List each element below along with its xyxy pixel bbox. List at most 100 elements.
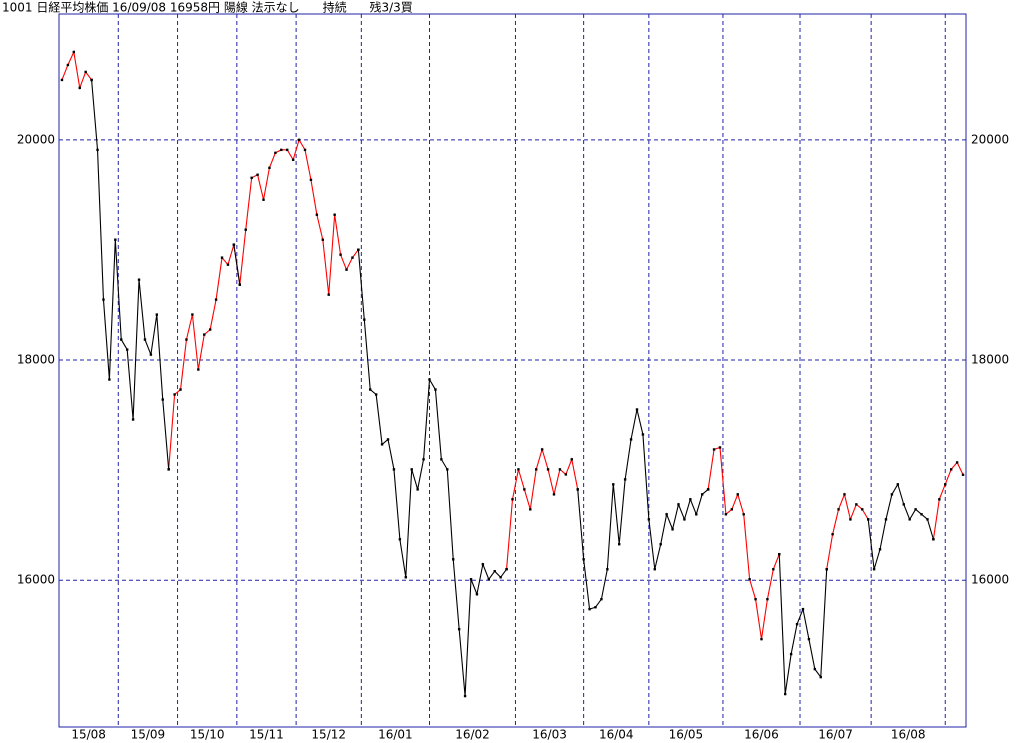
data-point <box>795 622 799 626</box>
data-point <box>849 518 852 521</box>
data-point <box>576 488 579 491</box>
data-point <box>659 543 662 546</box>
data-point <box>102 298 105 301</box>
data-point <box>742 513 745 516</box>
data-point <box>137 278 141 281</box>
data-point <box>380 443 384 446</box>
data-point <box>369 388 372 391</box>
data-point <box>440 458 443 461</box>
data-point <box>493 570 496 573</box>
data-point <box>932 538 935 541</box>
data-point <box>825 568 828 571</box>
data-point <box>125 348 129 351</box>
data-point <box>896 483 900 486</box>
data-point <box>902 503 905 506</box>
data-point <box>84 70 87 74</box>
data-point <box>594 606 597 609</box>
data-point <box>677 503 680 506</box>
data-point <box>618 543 621 546</box>
data-point <box>232 243 236 246</box>
data-point <box>149 353 153 356</box>
data-point <box>327 293 330 296</box>
data-point <box>866 518 870 521</box>
data-point <box>523 488 526 491</box>
y-tick-label-right: 16000 <box>971 573 1009 587</box>
data-point <box>612 483 615 486</box>
data-point <box>309 178 313 182</box>
data-point <box>535 468 538 471</box>
data-point <box>469 578 473 581</box>
data-point <box>564 473 568 476</box>
data-point <box>78 86 81 90</box>
data-point <box>191 313 194 316</box>
data-point <box>457 627 461 631</box>
data-point <box>813 667 817 671</box>
data-point <box>730 508 734 511</box>
data-point <box>256 173 259 176</box>
data-point <box>286 148 289 152</box>
data-point <box>914 508 917 511</box>
data-point <box>167 468 170 471</box>
data-point <box>926 518 929 521</box>
x-tick-label: 16/08 <box>891 728 926 742</box>
data-point <box>540 448 544 451</box>
data-point <box>511 498 514 501</box>
data-point <box>700 493 704 496</box>
y-tick-label-right: 18000 <box>971 353 1009 367</box>
x-tick-label: 15/12 <box>311 728 346 742</box>
data-point <box>452 558 455 561</box>
data-point <box>736 493 739 496</box>
data-point <box>949 468 953 471</box>
x-tick-label: 16/03 <box>532 728 567 742</box>
data-point <box>374 393 378 396</box>
data-point <box>214 298 218 301</box>
x-tick-label: 15/11 <box>249 728 284 742</box>
y-tick-label: 16000 <box>17 573 55 587</box>
data-point <box>837 508 840 511</box>
data-point <box>588 607 591 611</box>
data-point <box>434 388 437 391</box>
data-point <box>179 388 182 391</box>
data-point <box>173 393 176 396</box>
data-point <box>363 318 366 321</box>
data-point <box>766 597 769 601</box>
x-tick-label: 16/07 <box>818 728 853 742</box>
data-point <box>321 238 325 241</box>
data-point <box>754 597 757 601</box>
data-point <box>807 637 811 641</box>
data-point <box>712 448 716 451</box>
data-point <box>250 176 253 180</box>
data-point <box>428 378 431 381</box>
data-point <box>955 461 959 464</box>
data-point <box>653 568 656 571</box>
data-point <box>339 253 342 256</box>
data-point <box>819 675 822 679</box>
y-tick-label: 18000 <box>17 353 55 367</box>
chart-title: 1001 日経平均株価 16/09/08 16958円 陽線 法示なし 持続 残… <box>2 0 413 15</box>
data-point <box>422 458 425 461</box>
data-point <box>944 483 947 486</box>
data-point <box>404 576 407 579</box>
data-point <box>392 468 396 471</box>
data-point <box>487 578 490 581</box>
data-point <box>90 78 93 82</box>
data-point <box>60 78 64 82</box>
data-point <box>208 328 212 331</box>
data-point <box>386 438 390 441</box>
data-point <box>517 468 520 471</box>
data-point <box>778 553 781 556</box>
data-point <box>333 213 336 216</box>
data-point <box>345 268 348 271</box>
data-point <box>463 694 467 698</box>
data-point <box>908 518 911 521</box>
data-point <box>185 338 188 341</box>
data-point <box>546 468 550 471</box>
data-point <box>315 213 319 216</box>
data-point <box>143 338 147 341</box>
data-point <box>558 468 562 471</box>
data-point <box>748 578 751 581</box>
data-point <box>161 398 164 401</box>
data-point <box>623 478 627 481</box>
